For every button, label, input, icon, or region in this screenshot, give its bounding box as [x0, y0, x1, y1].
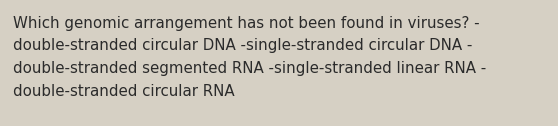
Text: Which genomic arrangement has not been found in viruses? -: Which genomic arrangement has not been f… — [13, 16, 480, 31]
Text: double-stranded circular RNA: double-stranded circular RNA — [13, 84, 234, 99]
Text: double-stranded segmented RNA -single-stranded linear RNA -: double-stranded segmented RNA -single-st… — [13, 61, 486, 76]
Text: double-stranded circular DNA -single-stranded circular DNA -: double-stranded circular DNA -single-str… — [13, 39, 473, 54]
